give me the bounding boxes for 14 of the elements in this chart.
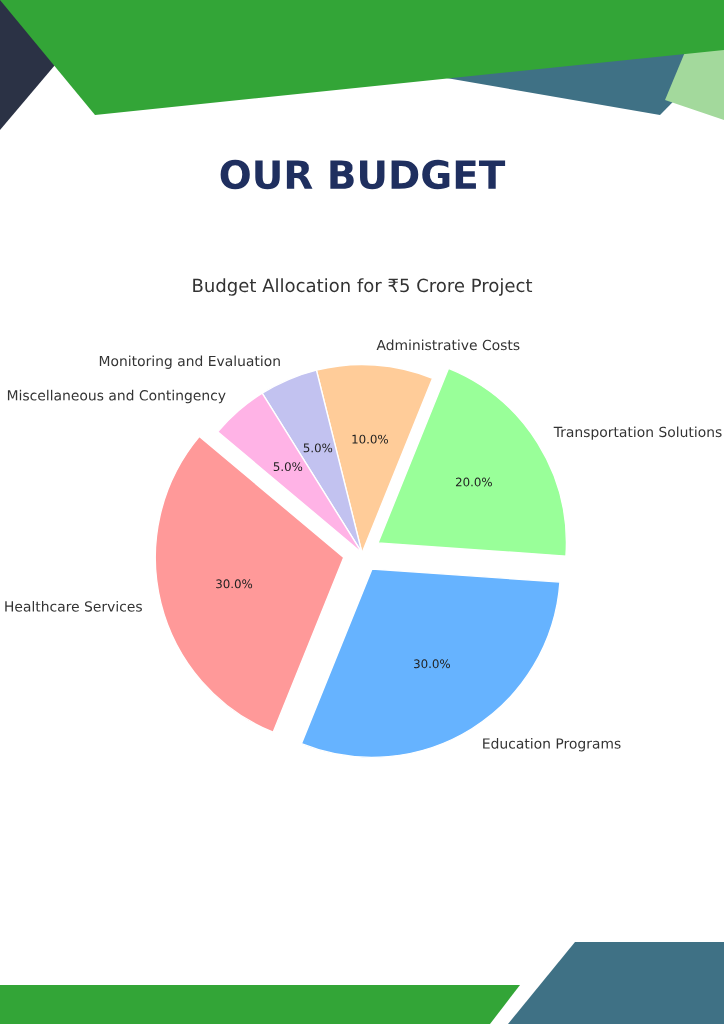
chart-title: OUR BUDGET bbox=[220, 159, 506, 190]
slice-label: Transportation Solutions bbox=[553, 426, 722, 440]
data-label: 30.0% bbox=[216, 579, 253, 589]
chart-subtitle: Budget Allocation for ₹5 Crore Project bbox=[193, 278, 533, 296]
data-label: 20.0% bbox=[455, 477, 492, 487]
data-label: 5.0% bbox=[303, 443, 333, 453]
data-label: 30.0% bbox=[414, 659, 450, 669]
slice-label: Monitoring and Evaluation bbox=[99, 355, 280, 369]
data-label: 5.0% bbox=[273, 462, 303, 472]
data-label: 10.0% bbox=[352, 434, 388, 444]
slice-label: Administrative Costs bbox=[376, 339, 520, 351]
slice-label: Miscellaneous and Contingency bbox=[7, 389, 226, 404]
slice-label: Education Programs bbox=[483, 737, 621, 752]
slice-label: Healthcare Services bbox=[5, 600, 142, 612]
